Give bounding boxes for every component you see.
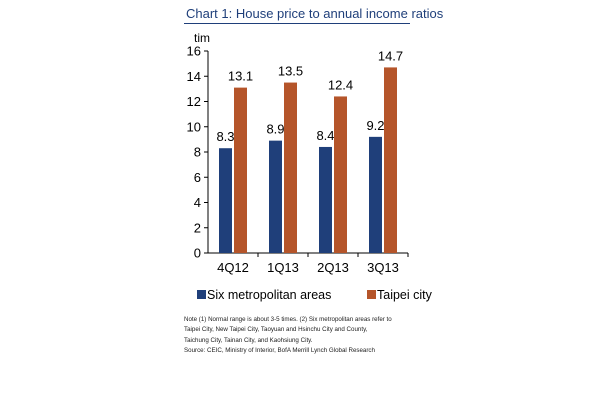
legend-swatch <box>367 290 376 299</box>
chart-notes: Note (1) Normal range is about 3-5 times… <box>184 315 424 357</box>
chart-title: Chart 1: House price to annual income ra… <box>186 6 444 21</box>
y-tick-label: 14 <box>187 69 201 84</box>
y-tick-label: 8 <box>194 145 201 160</box>
x-tick-label: 2Q13 <box>317 260 349 275</box>
data-label: 13.5 <box>278 64 303 79</box>
bar <box>219 148 232 253</box>
data-label: 9.2 <box>366 118 384 133</box>
bar <box>384 67 397 253</box>
y-tick-label: 12 <box>187 94 201 109</box>
y-tick-label: 16 <box>187 44 201 59</box>
note-line: Taichung City, Tainan City, and Kaohsiun… <box>184 336 313 344</box>
bar <box>234 87 247 253</box>
data-label: 8.9 <box>266 122 284 137</box>
legend: Six metropolitan areas Taipei city <box>197 288 433 302</box>
y-tick-label: 0 <box>194 246 201 261</box>
legend-label: Six metropolitan areas <box>207 288 331 302</box>
bar <box>369 136 382 253</box>
y-tick-label: 10 <box>187 119 201 134</box>
note-line: Source: CEIC, Ministry of Interior, BofA… <box>184 347 375 355</box>
y-tick-label: 4 <box>194 195 201 210</box>
bars: 8.3 13.1 8.9 13.5 8.4 12.4 9.2 14.7 <box>216 48 403 253</box>
bar <box>284 82 297 253</box>
note-line: Taipei City, New Taipei City, Taoyuan an… <box>184 326 368 334</box>
note-line: Note (1) Normal range is about 3-5 times… <box>184 316 392 323</box>
bar <box>334 96 347 253</box>
y-tick-label: 6 <box>194 170 201 185</box>
data-label: 14.7 <box>378 48 403 63</box>
data-label: 8.3 <box>216 129 234 144</box>
y-tick-label: 2 <box>194 220 201 235</box>
x-tick-label: 1Q13 <box>267 260 299 275</box>
legend-label: Taipei city <box>377 288 433 302</box>
x-axis: 4Q12 1Q13 2Q13 3Q13 <box>208 252 409 275</box>
data-label: 8.4 <box>316 128 334 143</box>
y-axis-label: tim <box>194 31 210 45</box>
data-label: 12.4 <box>328 77 353 92</box>
title-divider <box>184 23 410 24</box>
bar <box>319 146 332 253</box>
data-label: 13.1 <box>228 69 253 84</box>
x-tick-label: 3Q13 <box>367 260 399 275</box>
legend-swatch <box>197 290 206 299</box>
bar <box>269 140 282 253</box>
x-tick-label: 4Q12 <box>217 260 249 275</box>
